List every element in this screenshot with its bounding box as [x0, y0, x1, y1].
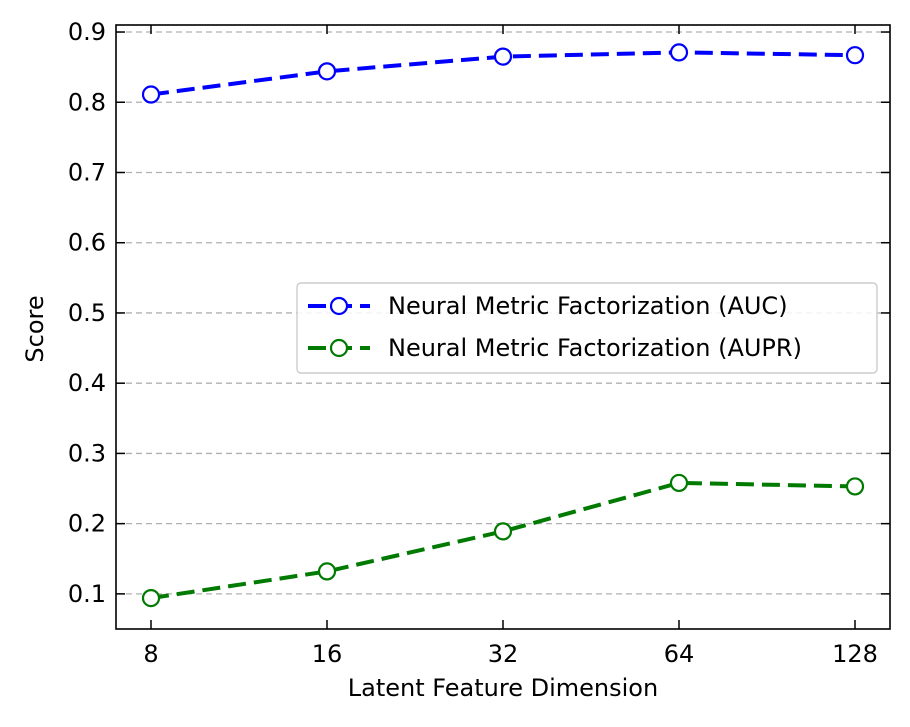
legend-entry: Neural Metric Factorization (AUC) — [308, 292, 788, 320]
legend-box — [296, 282, 878, 374]
data-point — [317, 562, 337, 581]
data-point — [845, 46, 865, 65]
legend-label: Neural Metric Factorization (AUC) — [388, 292, 788, 320]
y-tick-label: 0.6 — [68, 229, 106, 257]
x-tick-label: 8 — [143, 640, 158, 668]
ticks: 0.1 0.2 0.3 0.4 0.5 0.6 0.7 0.8 0.9 8 16 32 64 128 — [68, 18, 890, 668]
y-tick-label: 0.4 — [68, 369, 106, 397]
legend-marker — [329, 338, 349, 358]
data-point — [141, 85, 161, 104]
legend: Neural Metric Factorization (AUC) Neural … — [296, 282, 878, 374]
y-axis-label: Score — [21, 295, 49, 362]
y-tick-label: 0.7 — [68, 158, 106, 186]
series-line — [150, 480, 856, 601]
data-point — [669, 473, 689, 493]
x-axis-label: Latent Feature Dimension — [348, 674, 658, 702]
legend-label: Neural Metric Factorization (AUPR) — [388, 334, 802, 362]
data-point — [317, 62, 337, 81]
series-layer — [141, 43, 865, 608]
x-tick-label: 64 — [664, 640, 695, 668]
legend-marker — [329, 296, 349, 316]
y-tick-label: 0.8 — [68, 88, 106, 116]
data-point — [493, 522, 513, 541]
y-tick-label: 0.9 — [68, 18, 106, 46]
x-tick-label: 128 — [832, 640, 878, 668]
x-tick-label: 16 — [312, 640, 343, 668]
series-2 — [141, 473, 865, 608]
data-point — [493, 47, 513, 66]
y-tick-label: 0.2 — [68, 510, 106, 538]
legend-entry: Neural Metric Factorization (AUPR) — [308, 334, 802, 362]
y-tick-label: 0.3 — [68, 439, 106, 467]
series-1 — [141, 43, 865, 104]
y-tick-label: 0.5 — [68, 299, 106, 327]
data-point — [845, 477, 865, 496]
data-point — [141, 588, 161, 608]
data-point — [669, 43, 689, 62]
y-tick-label: 0.1 — [68, 580, 106, 608]
x-tick-label: 32 — [488, 640, 519, 668]
